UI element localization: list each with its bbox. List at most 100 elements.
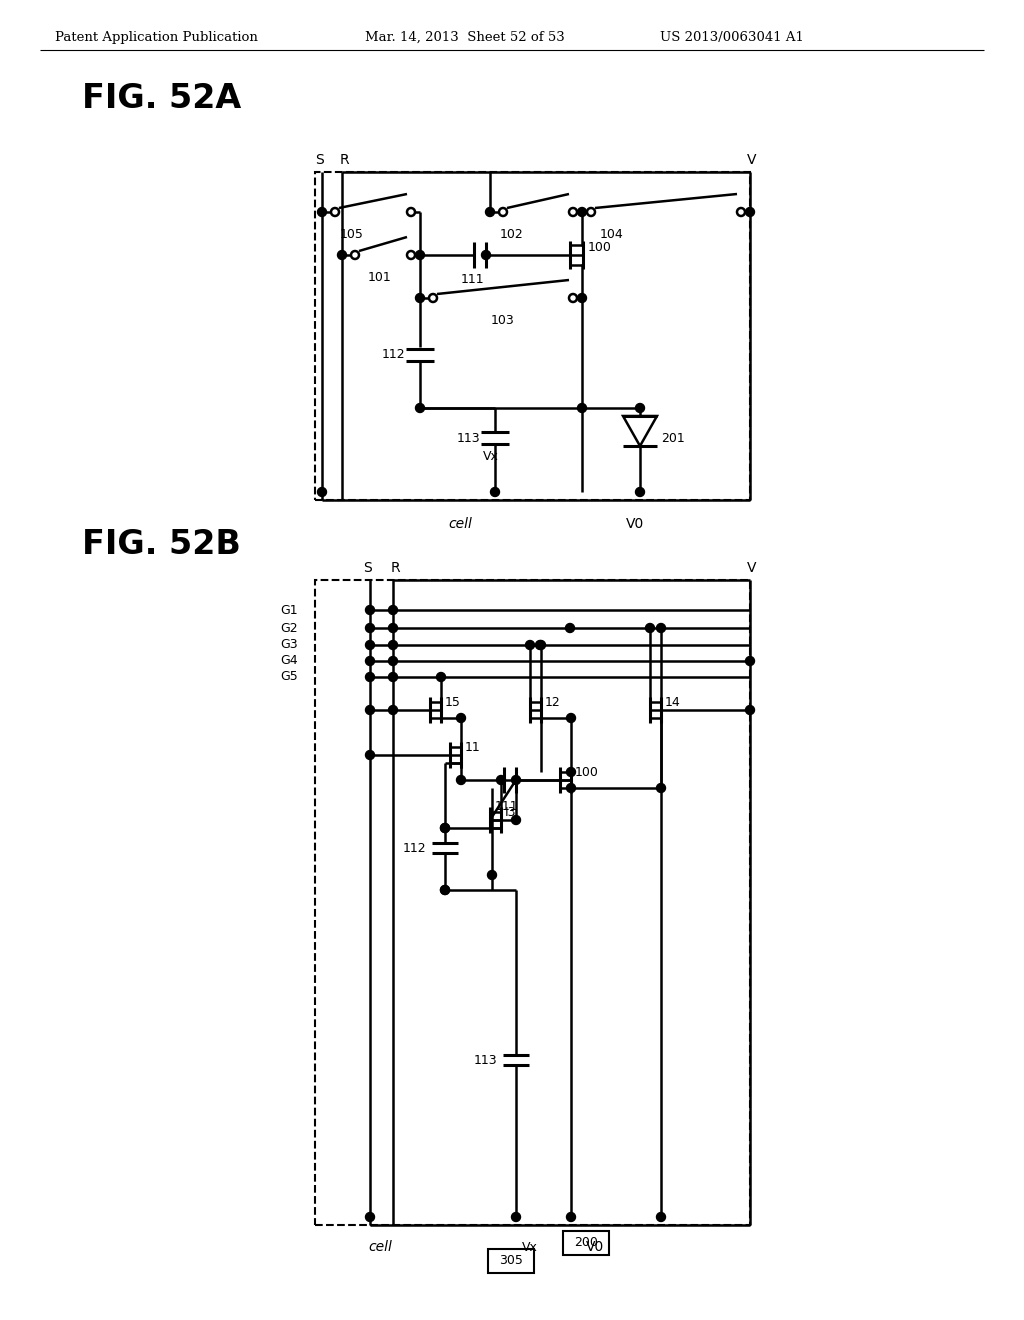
Circle shape	[351, 251, 359, 259]
Circle shape	[366, 1213, 375, 1221]
Text: 113: 113	[474, 1053, 498, 1067]
Circle shape	[656, 1213, 666, 1221]
Text: 15: 15	[445, 696, 461, 709]
Circle shape	[499, 209, 507, 216]
Text: cell: cell	[368, 1239, 392, 1254]
Text: V: V	[748, 153, 757, 168]
Circle shape	[525, 640, 535, 649]
Circle shape	[745, 207, 755, 216]
Text: 112: 112	[382, 348, 406, 362]
Circle shape	[636, 404, 644, 412]
Text: 14: 14	[665, 696, 681, 709]
Circle shape	[566, 1213, 575, 1221]
Circle shape	[407, 251, 415, 259]
Circle shape	[407, 209, 415, 216]
Text: 104: 104	[600, 228, 624, 242]
Circle shape	[440, 886, 450, 895]
Circle shape	[366, 751, 375, 759]
Circle shape	[645, 623, 654, 632]
Text: FIG. 52A: FIG. 52A	[82, 82, 242, 115]
Text: 305: 305	[499, 1254, 523, 1267]
Text: G1: G1	[280, 603, 298, 616]
Text: FIG. 52B: FIG. 52B	[82, 528, 241, 561]
Circle shape	[366, 656, 375, 665]
Text: Vx: Vx	[522, 1241, 538, 1254]
Text: 105: 105	[340, 228, 364, 242]
Circle shape	[440, 824, 450, 833]
Circle shape	[440, 886, 450, 895]
Text: R: R	[339, 153, 349, 168]
Text: V0: V0	[586, 1239, 604, 1254]
Circle shape	[566, 767, 575, 776]
Text: 100: 100	[575, 766, 599, 779]
Circle shape	[497, 776, 506, 784]
Text: 12: 12	[545, 696, 561, 709]
Circle shape	[745, 656, 755, 665]
Circle shape	[569, 294, 577, 302]
Text: Mar. 14, 2013  Sheet 52 of 53: Mar. 14, 2013 Sheet 52 of 53	[365, 30, 565, 44]
Text: cell: cell	[449, 517, 472, 531]
Circle shape	[366, 623, 375, 632]
Text: G4: G4	[280, 655, 298, 668]
Circle shape	[537, 640, 546, 649]
Circle shape	[587, 209, 595, 216]
Text: 113: 113	[457, 432, 480, 445]
Text: S: S	[314, 153, 324, 168]
Circle shape	[636, 487, 644, 496]
Text: 111: 111	[495, 800, 518, 813]
Text: 201: 201	[662, 432, 685, 445]
Circle shape	[578, 404, 587, 412]
Circle shape	[366, 640, 375, 649]
Text: I3: I3	[505, 807, 516, 818]
Circle shape	[388, 640, 397, 649]
Circle shape	[656, 623, 666, 632]
Text: Vx: Vx	[483, 450, 499, 463]
FancyBboxPatch shape	[488, 1249, 534, 1272]
Circle shape	[317, 487, 327, 496]
Circle shape	[388, 606, 397, 615]
Circle shape	[490, 487, 500, 496]
Text: 103: 103	[490, 314, 515, 327]
Circle shape	[481, 251, 490, 260]
Circle shape	[512, 816, 520, 825]
Circle shape	[512, 1213, 520, 1221]
Text: S: S	[364, 561, 373, 576]
Circle shape	[566, 714, 575, 722]
Circle shape	[416, 404, 425, 412]
Circle shape	[656, 784, 666, 792]
Text: V0: V0	[626, 517, 644, 531]
Circle shape	[416, 293, 425, 302]
Text: R: R	[390, 561, 399, 576]
Circle shape	[578, 293, 587, 302]
Circle shape	[366, 606, 375, 615]
Circle shape	[737, 209, 745, 216]
Text: G2: G2	[280, 622, 298, 635]
Circle shape	[436, 672, 445, 681]
Circle shape	[317, 207, 327, 216]
Circle shape	[388, 623, 397, 632]
Bar	[315, 172, 750, 500]
Circle shape	[569, 209, 577, 216]
Circle shape	[416, 251, 425, 260]
Bar	[315, 579, 750, 1225]
Circle shape	[388, 705, 397, 714]
Text: V: V	[748, 561, 757, 576]
Circle shape	[331, 209, 339, 216]
Text: 112: 112	[403, 842, 427, 854]
Text: US 2013/0063041 A1: US 2013/0063041 A1	[660, 30, 804, 44]
Circle shape	[578, 207, 587, 216]
Circle shape	[457, 776, 466, 784]
Text: Patent Application Publication: Patent Application Publication	[55, 30, 258, 44]
Circle shape	[388, 656, 397, 665]
Text: 100: 100	[588, 242, 612, 253]
Text: G3: G3	[280, 639, 298, 652]
Circle shape	[366, 672, 375, 681]
Circle shape	[512, 776, 520, 784]
Circle shape	[745, 705, 755, 714]
Text: 200: 200	[574, 1237, 598, 1250]
Circle shape	[485, 207, 495, 216]
Circle shape	[536, 640, 545, 649]
FancyBboxPatch shape	[563, 1232, 609, 1255]
Circle shape	[440, 824, 450, 833]
Text: 102: 102	[500, 228, 523, 242]
